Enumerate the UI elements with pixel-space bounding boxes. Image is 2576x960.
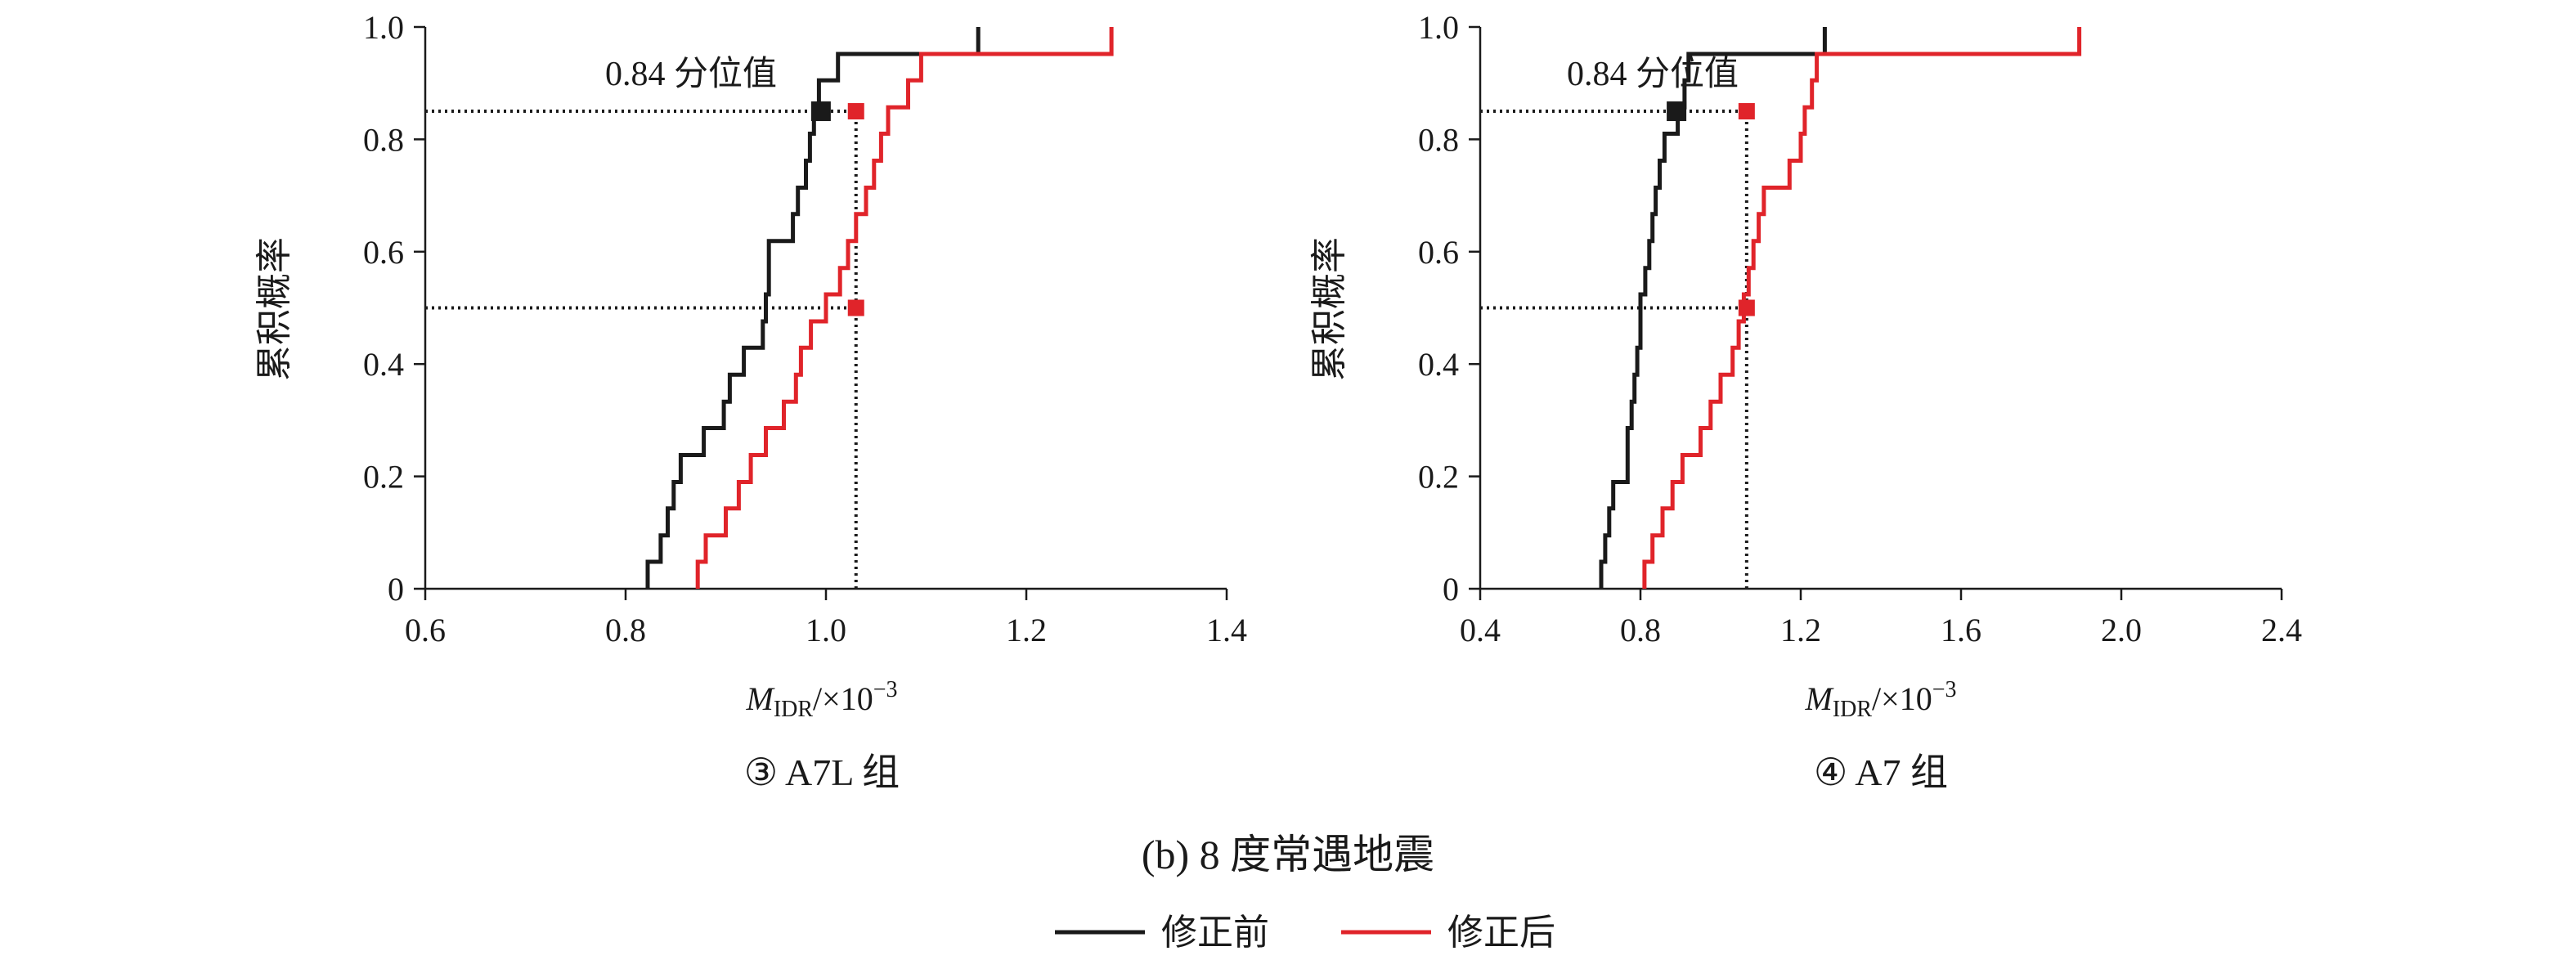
chart-panel-a7l: 0 0.2 0.4 0.6 0.8 1.0 0.6 0.8 1.0 1.2 1.4 累积概率 MIDR/… (254, 9, 1247, 793)
marker-before (1667, 101, 1687, 122)
y-tick-label: 0.6 (363, 234, 404, 271)
x-tick-label: 0.6 (405, 612, 446, 648)
marker-after (1738, 299, 1755, 316)
series-line-before (1599, 27, 1827, 589)
figure-caption: (b) 8 度常遇地震 (1142, 832, 1434, 877)
x-tick-label: 1.6 (1941, 612, 1981, 648)
legend-label-before: 修正前 (1161, 913, 1269, 953)
series-line-after (695, 27, 1114, 589)
y-tick-label: 1.0 (363, 9, 404, 46)
x-tick-label: 1.2 (1780, 612, 1821, 648)
x-tick-label: 2.0 (2101, 612, 2142, 648)
y-tick-label: 0.2 (1418, 459, 1459, 496)
x-tick-label: 0.8 (605, 612, 646, 648)
panel-subtitle: ④ A7 组 (1814, 751, 1948, 793)
x-tick-label: 1.0 (806, 612, 846, 648)
series-line-before (645, 27, 981, 589)
y-tick-label: 0.2 (363, 459, 404, 496)
y-tick-label: 0 (1443, 571, 1459, 608)
quantile-annotation: 0.84 分位值 (1567, 55, 1739, 93)
y-tick-label: 0.8 (1418, 121, 1459, 158)
x-tick-label: 1.2 (1006, 612, 1047, 648)
x-tick-label: 0.8 (1620, 612, 1661, 648)
quantile-annotation: 0.84 分位值 (605, 55, 777, 93)
y-tick-label: 0 (388, 571, 404, 608)
x-axis-label: MIDR/×10−3 (1804, 677, 1956, 722)
y-tick-label: 0.4 (363, 346, 404, 383)
x-tick-label: 2.4 (2261, 612, 2302, 648)
chart-panel-a7: 0 0.2 0.4 0.6 0.8 1.0 0.4 0.8 1.2 1.6 2.0 2.4 累积概率 MI… (1309, 9, 2302, 793)
x-tick-label: 0.4 (1460, 612, 1501, 648)
y-axis-label: 累积概率 (254, 237, 294, 381)
y-tick-label: 1.0 (1418, 9, 1459, 46)
series-line-after (1642, 27, 2082, 589)
panel-subtitle: ③ A7L 组 (744, 751, 900, 793)
y-tick-label: 0.6 (1418, 234, 1459, 271)
marker-before (810, 101, 831, 122)
y-axis-label: 累积概率 (1309, 237, 1349, 381)
x-tick-label: 1.4 (1206, 612, 1247, 648)
y-tick-label: 0.8 (363, 121, 404, 158)
legend: 修正前 修正后 (1055, 913, 1555, 953)
marker-after (847, 103, 864, 120)
x-axis-label: MIDR/×10−3 (745, 677, 897, 722)
marker-after (847, 299, 864, 316)
legend-label-after: 修正后 (1447, 913, 1555, 953)
y-tick-label: 0.4 (1418, 346, 1459, 383)
marker-after (1738, 103, 1755, 120)
